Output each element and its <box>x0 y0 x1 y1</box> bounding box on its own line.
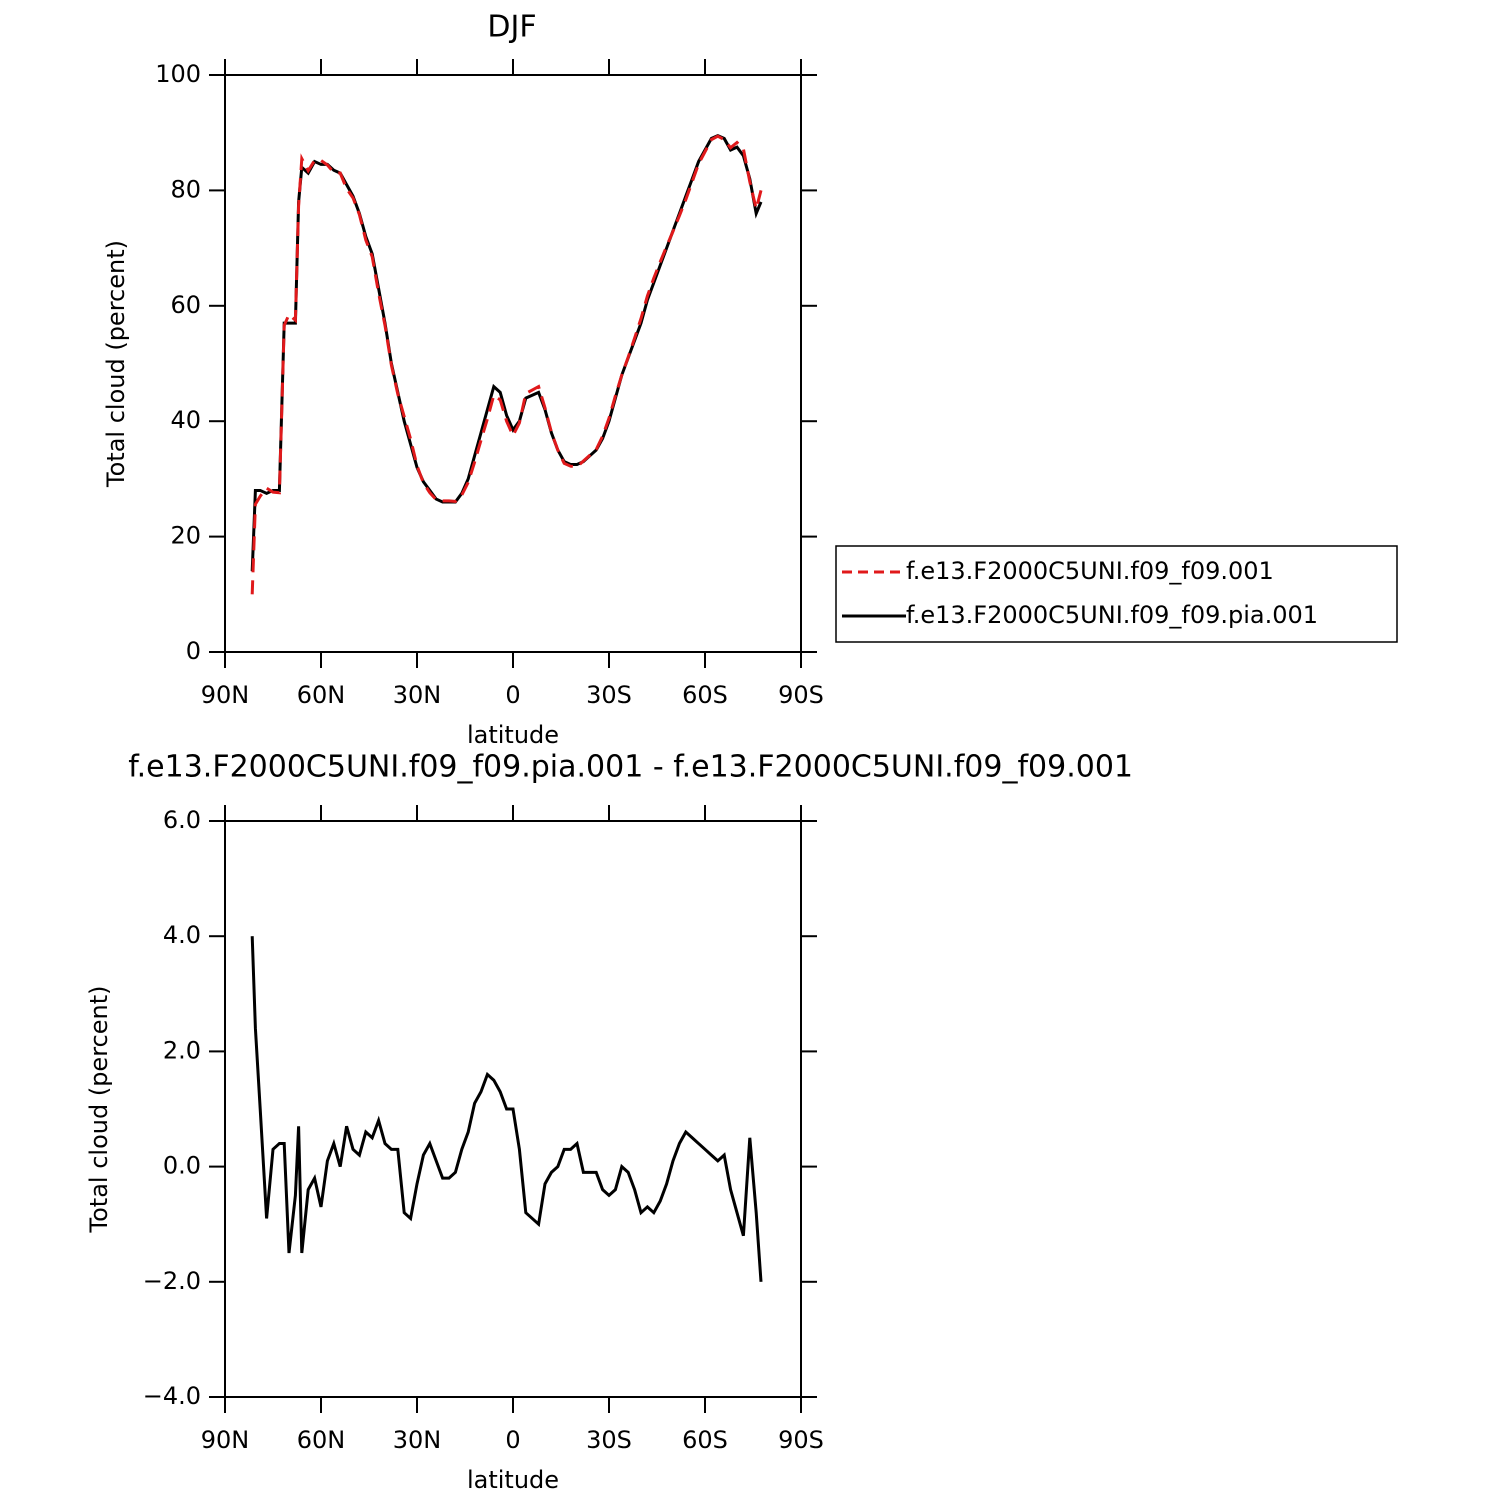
y-axis-label: Total cloud (percent) <box>85 986 113 1234</box>
y-tick-label: 80 <box>170 175 201 203</box>
chart-title: f.e13.F2000C5UNI.f09_f09.pia.001 - f.e13… <box>128 750 1133 785</box>
y-tick-label: 0 <box>186 637 201 665</box>
x-tick-label: 60S <box>682 1426 728 1454</box>
x-tick-label: 60S <box>682 681 728 709</box>
y-tick-label: 2.0 <box>163 1036 201 1064</box>
y-tick-label: −2.0 <box>143 1267 201 1295</box>
x-tick-label: 30N <box>393 681 442 709</box>
y-tick-label: 40 <box>170 406 201 434</box>
y-tick-label: 4.0 <box>163 921 201 949</box>
x-tick-label: 30N <box>393 1426 442 1454</box>
x-tick-label: 30S <box>586 681 632 709</box>
x-tick-label: 90S <box>778 681 824 709</box>
plot-frame <box>224 74 802 653</box>
data-line <box>250 134 763 595</box>
plot-frame <box>224 820 802 1398</box>
legend: f.e13.F2000C5UNI.f09_f09.001 f.e13.F2000C… <box>835 545 1398 643</box>
x-tick-label: 60N <box>297 681 346 709</box>
y-tick-label: 20 <box>170 522 201 550</box>
y-tick-label: 100 <box>155 60 201 88</box>
x-tick-label: 0 <box>505 1426 520 1454</box>
x-tick-label: 90N <box>201 681 250 709</box>
x-tick-label: 30S <box>586 1426 632 1454</box>
y-axis-label: Total cloud (percent) <box>102 240 130 488</box>
x-tick-label: 90S <box>778 1426 824 1454</box>
y-tick-label: −4.0 <box>143 1382 201 1410</box>
y-tick-label: 60 <box>170 291 201 319</box>
y-tick-label: 6.0 <box>163 806 201 834</box>
x-tick-label: 90N <box>201 1426 250 1454</box>
legend-box <box>835 545 1398 643</box>
x-tick-label: 0 <box>505 681 520 709</box>
legend-label: f.e13.F2000C5UNI.f09_f09.001 <box>906 557 1274 585</box>
y-tick-label: 0.0 <box>163 1152 201 1180</box>
x-tick-label: 60N <box>297 1426 346 1454</box>
chart-title: DJF <box>487 10 536 45</box>
x-axis-label: latitude <box>467 1466 559 1494</box>
legend-label: f.e13.F2000C5UNI.f09_f09.pia.001 <box>906 601 1318 629</box>
data-line <box>250 936 763 1282</box>
x-axis-label: latitude <box>467 721 559 749</box>
